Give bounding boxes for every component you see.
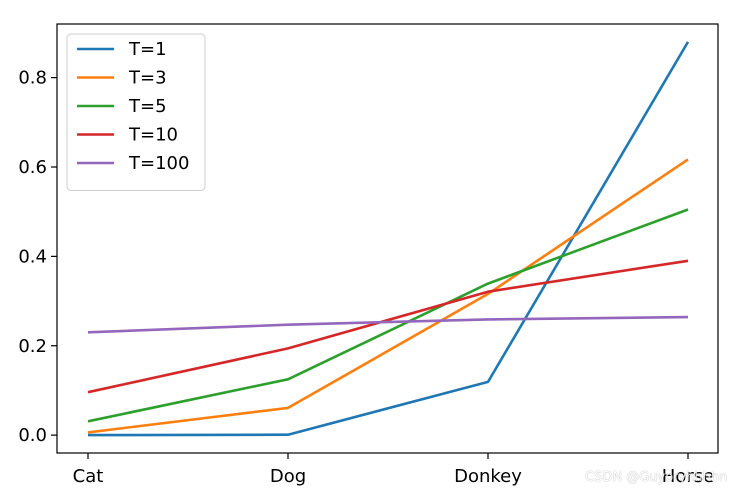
legend: T=1 T=3 T=5 T=10 T=100 <box>66 33 206 191</box>
series-lines <box>87 41 690 437</box>
legend-box <box>66 33 206 191</box>
y-tick-label: 0.2 <box>18 336 47 357</box>
legend-label: T=10 <box>128 125 178 146</box>
legend-label: T=3 <box>128 68 167 89</box>
series-line <box>87 315 689 334</box>
y-tick-label: 0.0 <box>18 425 47 446</box>
plot-frame <box>56 23 719 454</box>
x-tick-label: Horse <box>662 466 714 487</box>
legend-label: T=1 <box>128 39 167 60</box>
series-line <box>87 259 689 394</box>
watermark: CSDN @Guyoryhhhhn <box>585 470 728 485</box>
x-tick-label: Cat <box>73 466 104 487</box>
x-axis: Cat Dog Donkey Horse <box>73 453 714 487</box>
legend-label: T=5 <box>128 96 167 117</box>
y-tick-label: 0.8 <box>18 68 47 89</box>
series-line <box>87 208 689 423</box>
series-line <box>87 158 689 434</box>
series-line <box>87 41 690 437</box>
y-tick-label: 0.4 <box>18 246 47 267</box>
y-axis: 0.0 0.2 0.4 0.6 0.8 <box>18 68 57 446</box>
y-tick-label: 0.6 <box>18 157 47 178</box>
x-tick-label: Donkey <box>454 466 522 487</box>
legend-label: T=100 <box>128 153 189 174</box>
x-tick-label: Dog <box>270 466 306 487</box>
